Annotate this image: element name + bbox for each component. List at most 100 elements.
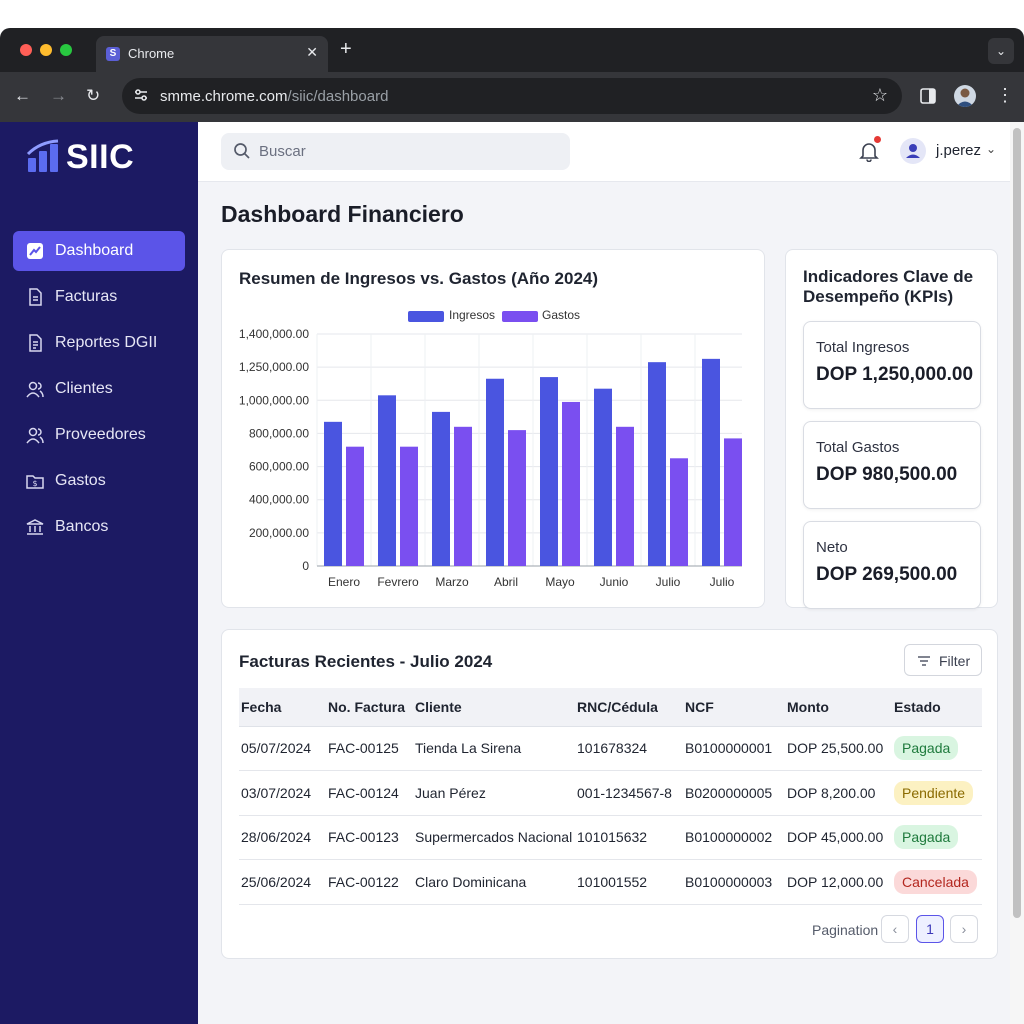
bar-gastos [724, 438, 742, 566]
x-tick-label: Abril [494, 575, 518, 589]
maximize-window-button[interactable] [60, 44, 72, 56]
cell-factura: FAC-00125 [326, 726, 413, 771]
close-tab-icon[interactable]: ✕ [306, 44, 318, 60]
cell-estado: Cancelada [892, 859, 982, 905]
bar-gastos [400, 446, 418, 566]
search-input[interactable] [259, 141, 549, 161]
logo-icon [26, 139, 59, 172]
cell-ncf: B0100000003 [683, 859, 785, 905]
users-icon [26, 381, 44, 398]
minimize-window-button[interactable] [40, 44, 52, 56]
cell-ncf: B0100000001 [683, 726, 785, 771]
sidebar-item-label: Facturas [55, 288, 118, 305]
profile-avatar[interactable] [954, 85, 976, 107]
new-tab-icon[interactable]: + [340, 38, 352, 60]
table-row[interactable]: 05/07/2024 FAC-00125 Tienda La Sirena 10167… [239, 726, 982, 771]
bar-ingresos [486, 378, 504, 566]
column-header-factura[interactable]: No. Factura [326, 688, 413, 727]
bar-gastos [508, 430, 526, 566]
pagination-page-1[interactable]: 1 [916, 915, 944, 943]
sidebar-item-clientes[interactable]: Clientes [13, 369, 185, 409]
table-row[interactable]: 28/06/2024 FAC-00123 Supermercados Naciona… [239, 815, 982, 860]
scrollbar-thumb[interactable] [1013, 128, 1021, 918]
sidebar-item-bancos[interactable]: Bancos [13, 507, 185, 547]
status-badge: Pendiente [894, 780, 974, 805]
cell-fecha: 28/06/2024 [239, 815, 326, 860]
site-settings-icon[interactable] [134, 88, 148, 102]
table-row[interactable]: 03/07/2024 FAC-00124 Juan Pérez 001-1234567… [239, 770, 982, 816]
chart-title: Resumen de Ingresos vs. Gastos (Año 2024… [239, 269, 599, 288]
close-window-button[interactable] [20, 44, 32, 56]
filter-button[interactable]: Filter [904, 644, 982, 676]
bar-ingresos [648, 362, 666, 566]
column-header-fecha[interactable]: Fecha [239, 688, 326, 727]
sidebar: SIIC Dashboard Facturas Repo [0, 122, 198, 1024]
table-row[interactable]: 25/06/2024 FAC-00122 Claro Dominicana 10100… [239, 859, 982, 905]
cell-estado: Pendiente [892, 770, 982, 816]
x-tick-label: Junio [600, 575, 629, 589]
user-name[interactable]: j.perez [936, 142, 982, 159]
column-header-estado[interactable]: Estado [892, 688, 982, 727]
back-icon[interactable]: ← [14, 86, 31, 105]
svg-text:$: $ [33, 479, 38, 488]
address-bar[interactable]: smme.chrome.com/siic/dashboard ☆ [122, 78, 902, 114]
sidebar-item-dashboard[interactable]: Dashboard [13, 231, 185, 271]
sidebar-item-proveedores[interactable]: Proveedores [13, 415, 185, 455]
legend-label-gastos: Gastos [542, 308, 581, 322]
pagination-next-button[interactable]: › [950, 915, 978, 943]
chart-card: Resumen de Ingresos vs. Gastos (Año 2024… [221, 249, 765, 608]
cell-cliente: Juan Pérez [413, 770, 575, 816]
invoices-table: Fecha No. Factura Cliente RNC/Cédula NCF… [239, 688, 982, 905]
sidebar-item-label: Reportes DGII [55, 334, 158, 351]
bank-icon [26, 519, 44, 535]
star-icon[interactable]: ☆ [871, 85, 888, 105]
sidebar-item-label: Bancos [55, 518, 109, 535]
sidebar-item-gastos[interactable]: $ Gastos [13, 461, 185, 501]
tab-title: Chrome [128, 46, 175, 61]
sidebar-item-reportes-dgii[interactable]: Reportes DGII [13, 323, 185, 363]
tab-search-icon[interactable]: ⌄ [988, 38, 1014, 64]
legend-label-ingresos: Ingresos [449, 308, 496, 322]
side-panel-icon[interactable] [920, 88, 936, 104]
column-header-rnc[interactable]: RNC/Cédula [575, 688, 683, 727]
column-header-cliente[interactable]: Cliente [413, 688, 575, 727]
y-tick-label: 1,400,000.00 [239, 327, 309, 341]
kpi-value: DOP 269,500.00 [816, 564, 958, 585]
sidebar-item-label: Gastos [55, 472, 106, 489]
column-header-ncf[interactable]: NCF [683, 688, 785, 727]
invoices-title: Facturas Recientes - Julio 2024 [239, 652, 493, 671]
search-icon [234, 143, 250, 159]
menu-icon[interactable]: ⋮ [996, 85, 1014, 105]
forward-icon[interactable]: → [50, 86, 67, 105]
user-avatar[interactable] [900, 138, 926, 164]
cell-monto: DOP 8,200.00 [785, 770, 892, 816]
pagination-prev-button[interactable]: ‹ [881, 915, 909, 943]
cell-monto: DOP 45,000.00 [785, 815, 892, 860]
column-header-monto[interactable]: Monto [785, 688, 892, 727]
app-header: j.perez ⌄ [198, 122, 1010, 182]
bar-ingresos [432, 411, 450, 566]
browser-tab[interactable]: S Chrome ✕ [96, 36, 328, 72]
bar-ingresos [378, 395, 396, 566]
kpi-card: Indicadores Clave de Desempeño (KPIs) To… [785, 249, 998, 609]
bar-gastos [346, 446, 364, 566]
filter-label: Filter [939, 653, 971, 669]
pagination-label: Pagination [812, 922, 879, 938]
reload-icon[interactable]: ↻ [86, 86, 101, 105]
notification-badge [874, 136, 881, 143]
sidebar-item-facturas[interactable]: Facturas [13, 277, 185, 317]
cell-estado: Pagada [892, 726, 982, 771]
x-tick-label: Fevrero [377, 575, 419, 589]
kpi-value: DOP 980,500.00 [816, 464, 958, 485]
kpi-total-ingresos: Total Ingresos DOP 1,250,000.00 [803, 321, 981, 409]
sidebar-item-label: Clientes [55, 380, 113, 397]
cell-cliente: Supermercados Nacional [413, 815, 575, 860]
browser-toolbar: ← → ↻ smme.chrome.com/siic/dashboard ☆ ⋮ [0, 72, 1024, 122]
notifications-bell-icon[interactable] [858, 140, 880, 162]
cell-rnc: 101678324 [575, 726, 683, 771]
bar-gastos [562, 401, 580, 566]
cell-factura: FAC-00124 [326, 770, 413, 816]
kpi-title: Indicadores Clave de Desempeño (KPIs) [803, 267, 974, 306]
cell-rnc: 001-1234567-8 [575, 770, 683, 816]
chevron-down-icon[interactable]: ⌄ [986, 142, 997, 156]
